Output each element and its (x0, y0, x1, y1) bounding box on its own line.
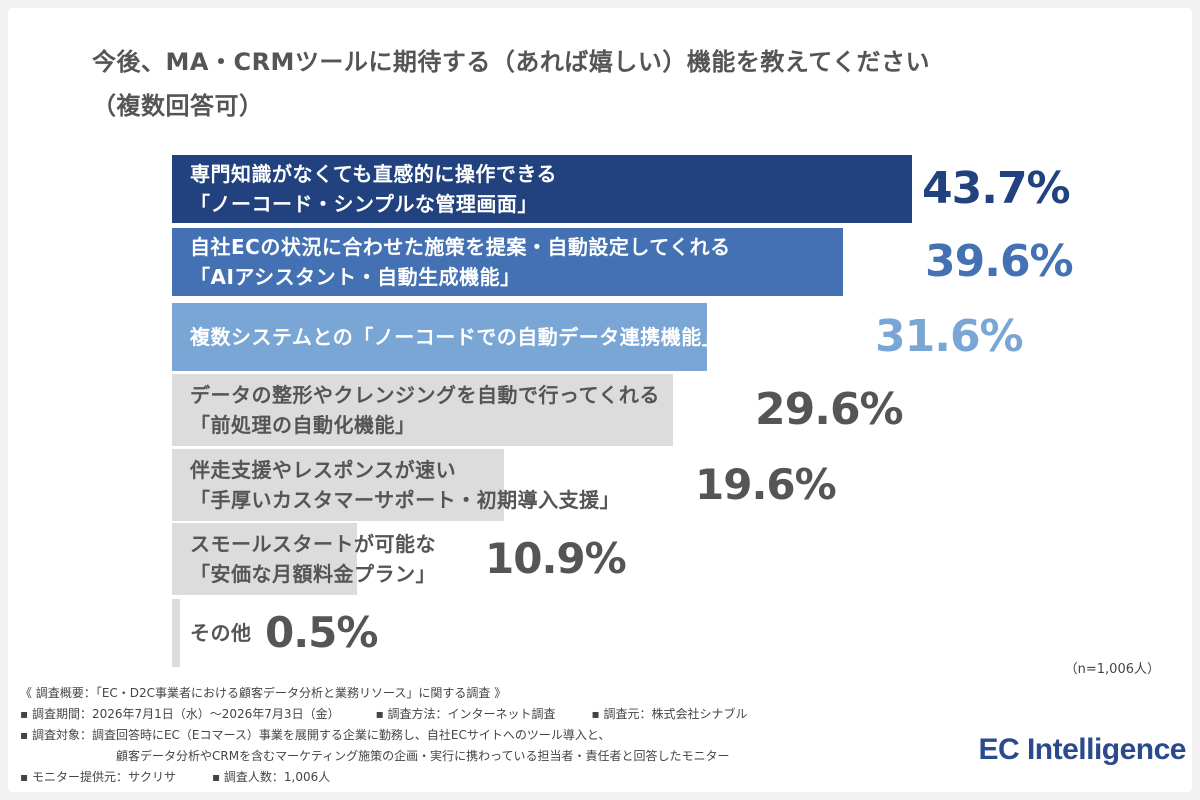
bar-label: データの整形やクレンジングを自動で行ってくれる 「前処理の自動化機能」 (190, 380, 660, 440)
bar-label: 自社ECの状況に合わせた施策を提案・自動設定してくれる 「AIアシスタント・自動生… (190, 232, 731, 292)
bar-label-line: 複数システムとの「ノーコードでの自動データ連携機能」 (190, 325, 723, 349)
bar (172, 449, 504, 521)
title-line-1: 今後、MA・CRMツールに期待する（あれば嬉しい）機能を教えてください (92, 48, 931, 76)
bar-label-line: 「手厚いカスタマーサポート・初期導入支援」 (190, 488, 621, 512)
bar-label-line: 「前処理の自動化機能」 (190, 413, 416, 437)
bar-value-label: 29.6% (755, 383, 904, 435)
survey-provider-row: ▪ モニター提供元：サクリサ ▪ 調査人数：1,006人 (20, 767, 747, 788)
bar-label: 伴走支援やレスポンスが速い「手厚いカスタマーサポート・初期導入支援」 (190, 455, 620, 515)
bar-label: 複数システムとの「ノーコードでの自動データ連携機能」 (190, 322, 722, 352)
chart-title: 今後、MA・CRMツールに期待する（あれば嬉しい）機能を教えてください （複数回… (92, 40, 1152, 128)
survey-source: ▪ 調査元：株式会社シナブル (591, 707, 748, 721)
bar-label: 専門知識がなくても直感的に操作できる 「ノーコード・シンプルな管理画面」 (190, 159, 557, 219)
bar-value-label: 31.6% (875, 310, 1024, 362)
survey-overview: 《 調査概要：「EC・D2C事業者における顧客データ分析と業務リソース」に関する… (20, 683, 747, 788)
bar (172, 228, 843, 296)
bar-value-label: 0.5% (265, 607, 378, 657)
bar-label-line: 「安価な月額料金プラン」 (190, 562, 436, 586)
survey-period: ▪ 調査期間：2026年7月1日（水）〜2026年7月3日（金） (20, 707, 340, 721)
bar-label-line: 伴走支援やレスポンスが速い (190, 458, 457, 482)
survey-count: ▪ 調査人数：1,006人 (211, 770, 331, 784)
survey-method: ▪ 調査方法：インターネット調査 (375, 707, 556, 721)
survey-target-2: 顧客データ分析やCRMを含むマーケティング施策の企画・実行に携わっている担当者・… (116, 749, 730, 763)
survey-meta-row: ▪ 調査期間：2026年7月1日（水）〜2026年7月3日（金） ▪ 調査方法：イ… (20, 704, 747, 725)
survey-title: 《 調査概要：「EC・D2C事業者における顧客データ分析と業務リソース」に関する… (20, 686, 507, 700)
bar-label-line: 「ノーコード・シンプルな管理画面」 (190, 192, 538, 216)
survey-provider: ▪ モニター提供元：サクリサ (20, 770, 176, 784)
bar-label: スモールスタートが可能な 「安価な月額料金プラン」 (190, 529, 436, 589)
bar (172, 523, 357, 595)
bar (172, 374, 674, 446)
bar (172, 599, 181, 667)
bar-label-line: データの整形やクレンジングを自動で行ってくれる (190, 383, 660, 407)
survey-target-1: ▪ 調査対象：調査回答時にEC（Eコマース）事業を展開する企業に勤務し、自社EC… (20, 728, 611, 742)
bar-value-label: 43.7% (922, 162, 1071, 214)
bar-value-label: 10.9% (485, 533, 627, 583)
brand-logo: EC Intelligence (978, 733, 1186, 766)
bar-label-line: 専門知識がなくても直感的に操作できる (190, 162, 557, 186)
bar-label: その他 (190, 618, 252, 648)
bar-value-label: 19.6% (695, 459, 837, 509)
bar-value-label: 39.6% (925, 235, 1074, 287)
bar-label-line: その他 (190, 621, 252, 645)
bar-label-line: 「AIアシスタント・自動生成機能」 (190, 265, 521, 289)
sample-size-note: （n=1,006人） (1064, 662, 1160, 677)
bar-label-line: スモールスタートが可能な (190, 532, 436, 556)
bar-label-line: 自社ECの状況に合わせた施策を提案・自動設定してくれる (190, 235, 731, 259)
bar (172, 303, 708, 371)
bar (172, 155, 912, 223)
title-line-2: （複数回答可） (92, 92, 264, 120)
